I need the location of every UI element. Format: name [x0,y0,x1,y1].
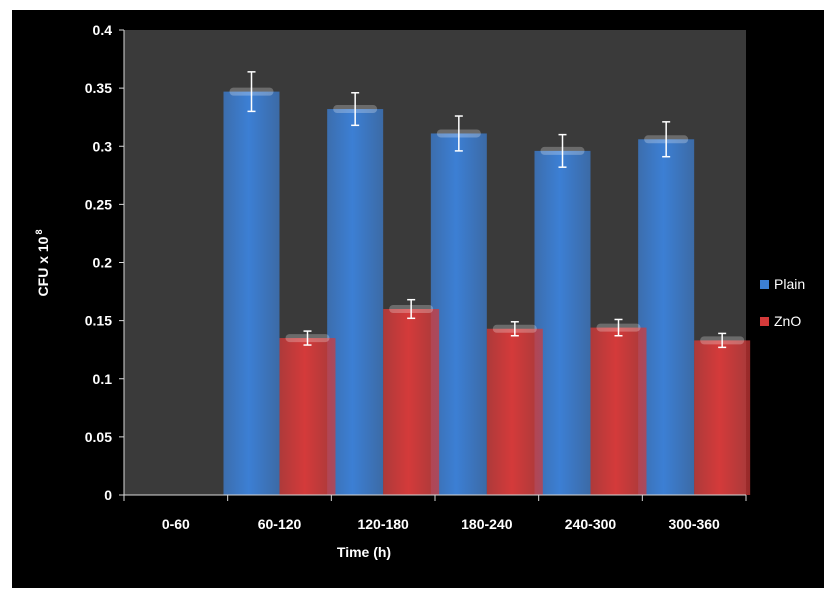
y-tick-label: 0 [104,487,112,503]
y-axis-title: CFU x 108 [34,230,51,297]
y-tick-label: 0.25 [85,196,112,212]
x-axis-title: Time (h) [337,544,391,560]
bar-plain-300-360 [638,139,695,495]
y-tick-label: 0.2 [93,255,113,271]
bar-zno-300-360 [694,340,751,495]
y-tick-label: 0.35 [85,80,112,96]
y-axis: 0 0.05 0.1 0.15 0.2 0.25 0.3 0.35 0.4 [85,22,125,503]
error-bars-layer [247,71,727,349]
x-axis: 0-60 60-120 120-180 180-240 240-300 300-360 [123,494,747,532]
x-tick-label: 240-300 [565,516,617,532]
bar-plain-240-300 [534,150,591,495]
y-tick-label: 0.05 [85,429,112,445]
chart-frame: 0 0.05 0.1 0.15 0.2 0.25 0.3 0.35 0.4 0-60 60-120… [12,10,824,588]
x-tick-label: 120-180 [357,516,409,532]
y-tick-label: 0.1 [93,371,113,387]
bars-layer [223,87,751,496]
x-tick-label: 300-360 [668,516,720,532]
bar-chart: 0 0.05 0.1 0.15 0.2 0.25 0.3 0.35 0.4 0-60 60-120… [34,22,805,560]
legend-swatch-zno [760,317,769,326]
legend-swatch-plain [760,280,769,289]
legend-label-plain: Plain [774,276,805,292]
bar-zno-240-300 [590,327,647,495]
bar-plain-60-120 [223,91,280,496]
y-axis-title-main: CFU x 10 [35,236,51,296]
y-tick-label: 0.4 [93,22,113,38]
x-tick-label: 0-60 [162,516,190,532]
y-tick-label: 0.15 [85,313,112,329]
bar-plain-120-180 [327,109,384,496]
y-axis-title-exponent: 8 [34,230,44,235]
legend: Plain ZnO [760,276,805,329]
bar-zno-180-240 [486,328,543,495]
x-tick-label: 60-120 [258,516,302,532]
bar-zno-60-120 [279,338,336,495]
x-tick-label: 180-240 [461,516,513,532]
bar-plain-180-240 [430,133,487,495]
bar-zno-120-180 [383,309,440,495]
y-tick-label: 0.3 [93,138,113,154]
legend-label-zno: ZnO [774,313,801,329]
